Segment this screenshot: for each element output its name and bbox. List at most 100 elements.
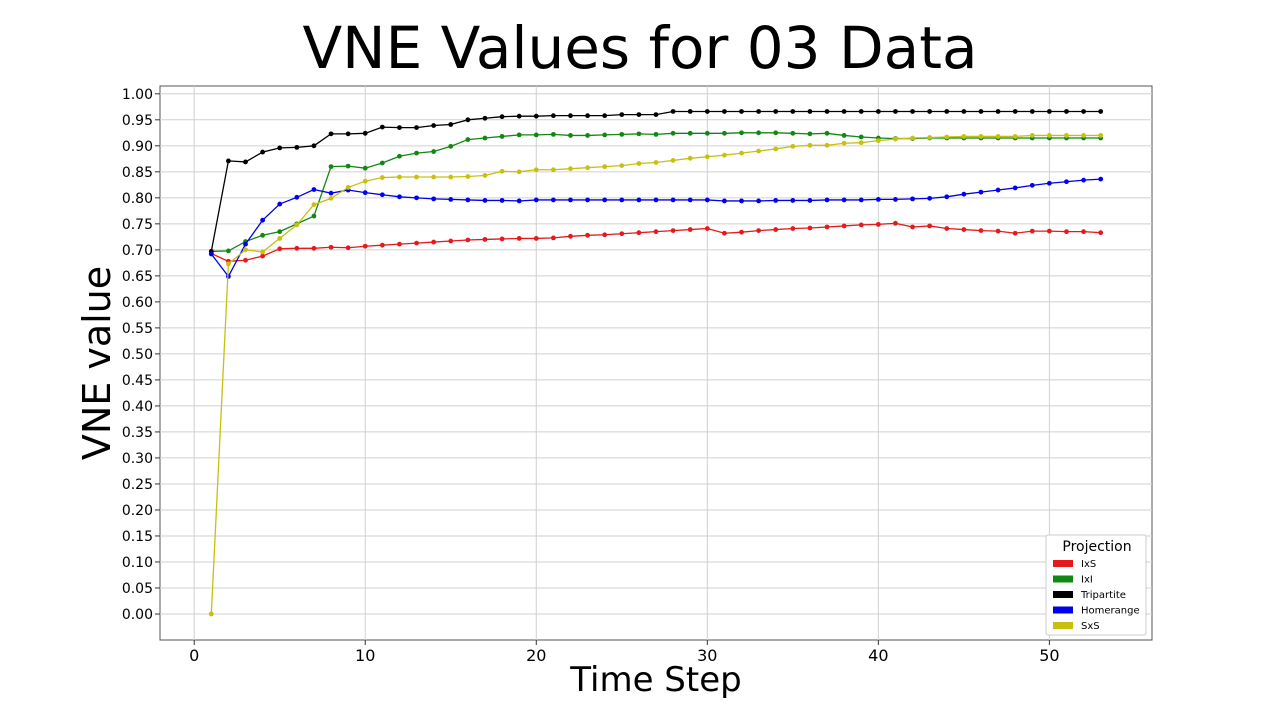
data-point <box>362 130 368 136</box>
data-point <box>824 109 830 114</box>
legend-label: SxS <box>1081 621 1100 632</box>
data-point <box>448 174 454 180</box>
x-tick-label: 50 <box>1039 646 1059 665</box>
data-point <box>944 109 950 114</box>
data-point <box>602 132 608 138</box>
x-tick-label: 20 <box>526 646 546 665</box>
data-point <box>414 240 419 246</box>
data-point <box>875 221 881 227</box>
data-point <box>1029 182 1035 188</box>
data-point <box>739 130 744 136</box>
data-point <box>379 124 385 130</box>
data-point <box>807 142 813 148</box>
data-point <box>841 223 847 229</box>
data-point <box>995 187 1001 193</box>
x-axis-title: Time Step <box>569 660 741 700</box>
y-tick-label: 0.95 <box>122 113 153 129</box>
data-point <box>961 134 967 139</box>
data-point <box>260 217 266 223</box>
data-point <box>790 198 796 203</box>
data-point <box>397 174 402 180</box>
data-point <box>362 178 368 184</box>
y-tick-label: 0.40 <box>122 399 153 415</box>
data-point <box>568 133 573 138</box>
data-point <box>807 225 813 231</box>
data-point <box>687 197 693 203</box>
legend-label: IxI <box>1081 575 1093 586</box>
data-point <box>1012 185 1018 191</box>
data-point <box>653 229 659 235</box>
data-point <box>1012 109 1018 114</box>
data-point <box>978 134 984 139</box>
y-axis-title: VNE value <box>75 266 119 460</box>
data-point <box>482 135 488 141</box>
y-tick-label: 0.80 <box>122 191 153 207</box>
data-point <box>704 130 710 136</box>
data-point <box>824 130 830 136</box>
data-point <box>1046 180 1052 186</box>
data-point <box>704 197 710 203</box>
series-ixs <box>208 220 1104 264</box>
data-point <box>533 197 539 203</box>
data-point <box>243 257 248 263</box>
data-point <box>465 174 471 179</box>
data-point <box>499 134 505 139</box>
data-point <box>585 232 590 238</box>
x-tick-label: 10 <box>355 646 375 665</box>
data-point <box>277 145 283 151</box>
data-point <box>841 140 847 146</box>
data-point <box>910 135 915 141</box>
data-point <box>345 131 351 137</box>
data-point <box>533 132 539 138</box>
data-point <box>328 164 334 170</box>
data-point <box>602 232 608 238</box>
data-point <box>995 228 1001 234</box>
data-point <box>482 115 488 121</box>
y-tick-label: 1.00 <box>122 87 153 103</box>
data-point <box>208 251 214 257</box>
data-point <box>585 165 590 171</box>
data-point <box>516 236 522 241</box>
data-point <box>961 191 967 197</box>
data-point <box>465 117 471 123</box>
data-point <box>499 114 505 120</box>
data-point <box>482 237 488 242</box>
data-point <box>1012 230 1018 236</box>
legend-label: Homerange <box>1081 606 1140 617</box>
y-tick-label: 0.10 <box>122 555 153 571</box>
data-point <box>978 228 984 234</box>
data-point <box>1098 109 1104 114</box>
data-point <box>653 197 659 203</box>
data-point <box>636 131 642 137</box>
data-point <box>944 134 950 140</box>
data-point <box>893 109 898 114</box>
data-point <box>841 109 847 114</box>
data-point <box>858 134 864 140</box>
series-homerange <box>208 176 1104 279</box>
data-point <box>499 236 505 242</box>
data-point <box>516 113 522 119</box>
series-tripartite <box>208 109 1104 254</box>
data-point <box>568 113 573 119</box>
data-point <box>619 112 625 118</box>
data-point <box>550 113 556 119</box>
data-point <box>431 123 437 128</box>
data-point <box>893 220 898 226</box>
data-point <box>448 143 454 149</box>
data-point <box>516 132 522 138</box>
data-point <box>790 226 796 231</box>
legend-label: IxS <box>1081 559 1096 570</box>
data-point <box>533 167 539 173</box>
data-point <box>448 122 454 127</box>
data-point <box>1064 229 1069 235</box>
data-point <box>328 244 334 250</box>
data-point <box>978 109 984 114</box>
y-tick-label: 0.50 <box>122 347 153 363</box>
data-point <box>260 253 266 259</box>
data-point <box>311 245 317 251</box>
y-tick-label: 0.30 <box>122 451 153 467</box>
data-point <box>670 130 676 136</box>
data-point <box>995 109 1001 114</box>
data-point <box>841 197 847 203</box>
